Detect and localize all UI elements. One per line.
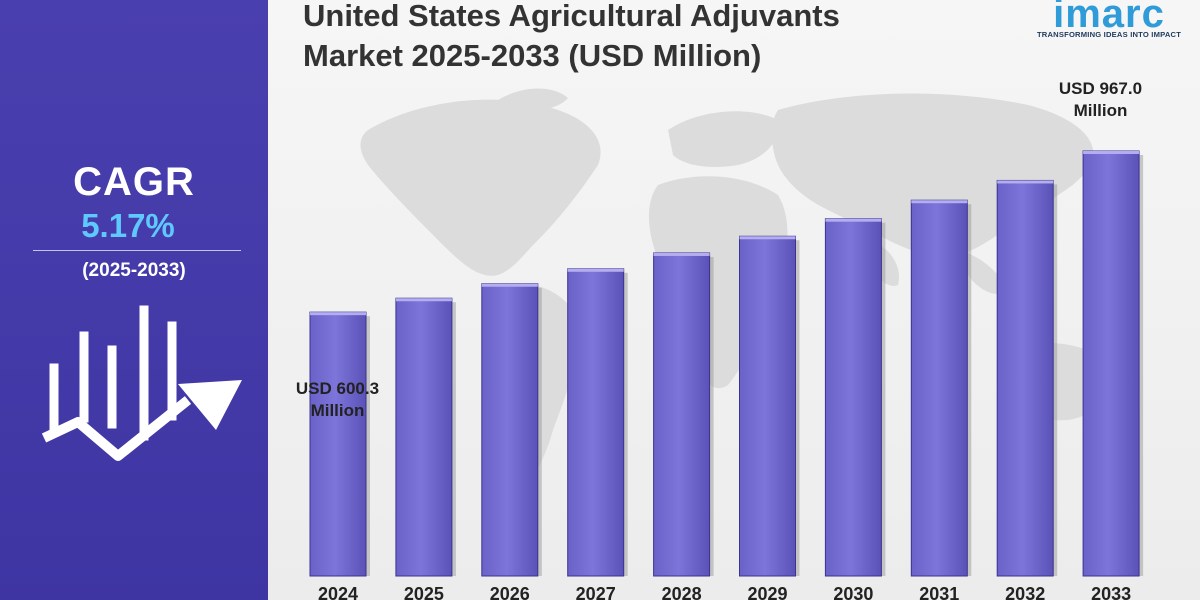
- x-tick-label: 2028: [662, 584, 702, 600]
- x-tick-label: 2025: [404, 584, 444, 600]
- bar-top-highlight: [997, 180, 1054, 184]
- growth-chart-icon: [41, 305, 242, 461]
- bar-2025: [395, 297, 453, 577]
- x-tick-label: 2029: [747, 584, 787, 600]
- imarc-logo: imarc TRANSFORMING IDEAS INTO IMPACT: [1020, 0, 1198, 40]
- x-tick-label: 2024: [318, 584, 358, 600]
- bar-2031: [910, 199, 968, 577]
- logo-wordmark: imarc: [1053, 0, 1165, 36]
- bar-top-highlight: [825, 218, 882, 222]
- cagr-period: (2025-2033): [82, 260, 186, 281]
- bar-2028: [653, 252, 711, 577]
- value-annotation-2024: USD 600.3 Million: [285, 378, 390, 422]
- chart-title: United States Agricultural Adjuvants Mar…: [303, 0, 840, 73]
- bar-2033: [1082, 150, 1140, 577]
- x-tick-label: 2032: [1005, 584, 1045, 600]
- bar-2032: [996, 179, 1054, 577]
- bar-2030: [824, 218, 882, 577]
- annotation-value: USD 967.0: [1058, 79, 1143, 98]
- cagr-label: CAGR: [73, 160, 195, 204]
- bar-top-highlight: [481, 283, 538, 287]
- bar-2029: [739, 235, 796, 577]
- value-annotation-2033: USD 967.0 Million: [1048, 78, 1153, 122]
- bar-top-highlight: [310, 312, 366, 316]
- bar-top-highlight: [911, 200, 968, 204]
- logo-tagline: TRANSFORMING IDEAS INTO IMPACT: [1036, 30, 1182, 39]
- bar-2024: [309, 311, 367, 577]
- cagr-value: 5.17%: [81, 207, 175, 244]
- cagr-panel: CAGR 5.17% (2025-2033): [0, 0, 268, 600]
- bar-top-highlight: [739, 236, 796, 240]
- bar-top-highlight: [567, 268, 624, 272]
- cagr-divider: [33, 250, 241, 251]
- x-tick-label: 2033: [1091, 584, 1131, 600]
- bar-top-highlight: [395, 298, 452, 302]
- annotation-unit: Million: [310, 401, 365, 420]
- bar-top-highlight: [653, 252, 710, 256]
- x-tick-label: 2027: [576, 584, 616, 600]
- x-tick-label: 2026: [490, 584, 530, 600]
- bar-top-highlight: [1083, 151, 1140, 154]
- bar-2026: [481, 283, 539, 577]
- x-tick-label: 2030: [833, 584, 873, 600]
- x-tick-label: 2031: [919, 584, 959, 600]
- bar-2027: [567, 268, 625, 577]
- annotation-value: USD 600.3: [295, 379, 380, 398]
- annotation-unit: Million: [1073, 101, 1128, 120]
